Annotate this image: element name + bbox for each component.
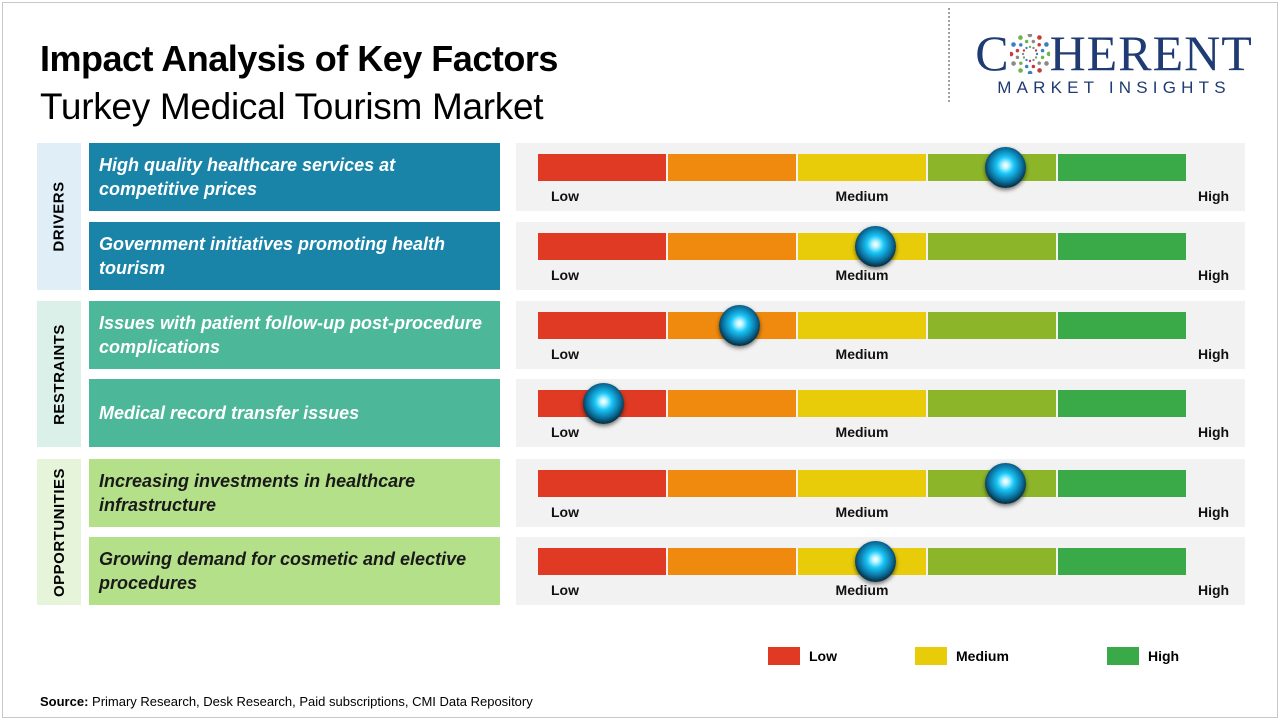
gauge-segment	[538, 154, 666, 181]
category-label-text: OPPORTUNITIES	[50, 467, 68, 597]
gauge-segment	[798, 390, 926, 417]
factor-label: Government initiatives promoting health …	[89, 222, 500, 290]
legend-item: Low	[768, 647, 837, 665]
gauge-segment	[538, 233, 666, 260]
legend-swatch	[768, 647, 800, 665]
impact-gauge: Low Medium High	[516, 379, 1245, 447]
gauge-high-label: High	[1198, 504, 1230, 520]
factor-label: Increasing investments in healthcare inf…	[89, 459, 500, 527]
gauge-segment	[1058, 312, 1186, 339]
impact-marker	[854, 541, 896, 582]
impact-gauge: Low Medium High	[516, 537, 1245, 605]
gauge-segment	[668, 470, 796, 497]
gauge-medium-label: Medium	[835, 424, 889, 440]
chart-title: Impact Analysis of Key Factors	[40, 38, 558, 79]
gauge-low-label: Low	[551, 267, 579, 283]
factor-label: Issues with patient follow-up post-proce…	[89, 301, 500, 369]
gauge-low-label: Low	[551, 582, 579, 598]
source-text: Primary Research, Desk Research, Paid su…	[92, 694, 533, 709]
category-label-opportunities: OPPORTUNITIES	[37, 459, 81, 605]
chart-subtitle: Turkey Medical Tourism Market	[40, 86, 544, 127]
logo-tagline: MARKET INSIGHTS	[997, 78, 1231, 97]
gauge-medium-label: Medium	[835, 346, 889, 362]
gauge-segment	[668, 233, 796, 260]
gauge-segment	[798, 154, 926, 181]
legend-item: High	[1107, 647, 1179, 665]
impact-marker	[718, 305, 760, 346]
category-label-text: RESTRAINTS	[50, 323, 68, 425]
gauge-low-label: Low	[551, 424, 579, 440]
gauge-segment	[668, 390, 796, 417]
gauge-high-label: High	[1198, 188, 1230, 204]
gauge-medium-label: Medium	[835, 582, 889, 598]
factor-label: High quality healthcare services at comp…	[89, 143, 500, 211]
logo-wordmark: C HERENT	[968, 28, 1260, 78]
category-label-text: DRIVERS	[50, 181, 68, 252]
gauge-segment	[1058, 548, 1186, 575]
logo-letters-rest: HERENT	[1049, 25, 1253, 81]
gauge-segment	[538, 470, 666, 497]
legend-label: Low	[809, 648, 837, 664]
legend-label: High	[1148, 648, 1180, 664]
impact-marker	[582, 383, 624, 424]
category-label-restraints: RESTRAINTS	[37, 301, 81, 447]
gauge-low-label: Low	[551, 188, 579, 204]
gauge-segment	[1058, 390, 1186, 417]
impact-gauge: Low Medium High	[516, 301, 1245, 369]
impact-gauge: Low Medium High	[516, 459, 1245, 527]
gauge-segment	[668, 154, 796, 181]
gauge-segment	[928, 548, 1056, 575]
gauge-high-label: High	[1198, 582, 1230, 598]
impact-gauge: Low Medium High	[516, 222, 1245, 290]
gauge-low-label: Low	[551, 346, 579, 362]
gauge-bar	[538, 470, 1186, 497]
legend-swatch	[1107, 647, 1139, 665]
category-label-drivers: DRIVERS	[37, 143, 81, 290]
logo-letter-c: C	[975, 25, 1010, 81]
gauge-segment	[1058, 470, 1186, 497]
gauge-high-label: High	[1198, 267, 1230, 283]
gauge-bar	[538, 390, 1186, 417]
gauge-segment	[798, 312, 926, 339]
legend-item: Medium	[915, 647, 1009, 665]
gauge-segment	[538, 548, 666, 575]
legend-label: Medium	[956, 648, 1009, 664]
gauge-segment	[1058, 233, 1186, 260]
gauge-segment	[928, 390, 1056, 417]
factor-label: Growing demand for cosmetic and elective…	[89, 537, 500, 605]
gauge-bar	[538, 312, 1186, 339]
factor-label: Medical record transfer issues	[89, 379, 500, 447]
impact-marker	[984, 463, 1026, 504]
legend-swatch	[915, 647, 947, 665]
gauge-low-label: Low	[551, 504, 579, 520]
gauge-bar	[538, 154, 1186, 181]
logo-divider	[948, 8, 950, 102]
logo-dots-icon	[1009, 34, 1050, 74]
gauge-medium-label: Medium	[835, 267, 889, 283]
gauge-segment	[798, 470, 926, 497]
gauge-segment	[668, 548, 796, 575]
gauge-medium-label: Medium	[835, 188, 889, 204]
gauge-medium-label: Medium	[835, 504, 889, 520]
impact-gauge: Low Medium High	[516, 143, 1245, 211]
gauge-segment	[1058, 154, 1186, 181]
gauge-segment	[538, 312, 666, 339]
source-note: Source: Primary Research, Desk Research,…	[40, 694, 533, 709]
impact-marker	[854, 226, 896, 267]
gauge-segment	[928, 312, 1056, 339]
gauge-segment	[928, 233, 1056, 260]
gauge-high-label: High	[1198, 424, 1230, 440]
impact-marker	[984, 147, 1026, 188]
source-prefix: Source:	[40, 694, 89, 709]
gauge-high-label: High	[1198, 346, 1230, 362]
